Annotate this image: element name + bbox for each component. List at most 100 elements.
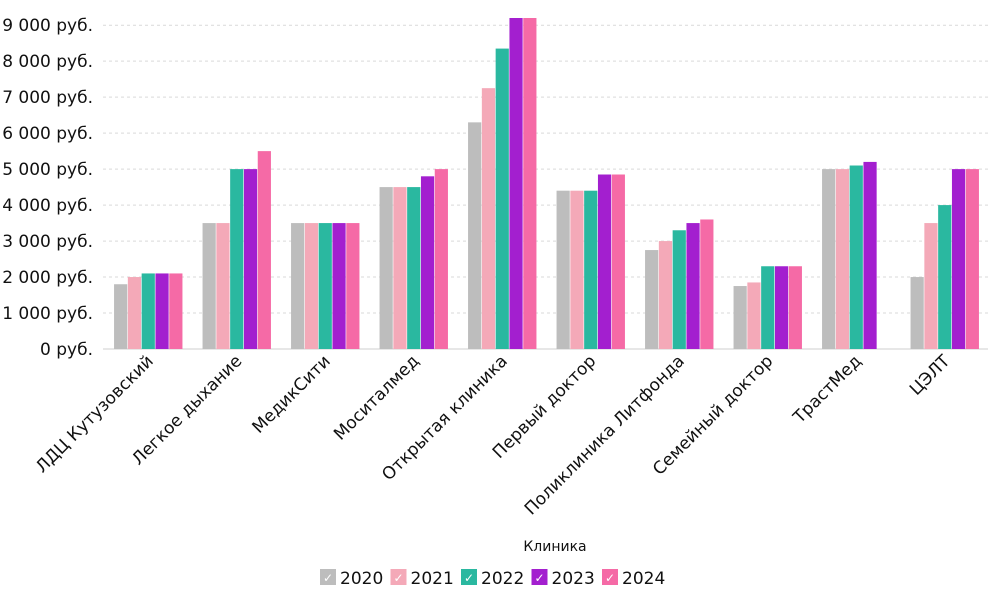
bar-2023 <box>951 169 966 349</box>
legend-swatch[interactable] <box>390 569 407 585</box>
legend-swatch[interactable] <box>602 569 618 585</box>
legend-label: 2022 <box>481 569 524 589</box>
bar-2022 <box>761 266 775 349</box>
legend[interactable]: Клиника ✓ 2020 ✓ 2021 ✓ 2022 ✓ 2023 ✓ 2024 <box>320 539 665 589</box>
check-icon: ✓ <box>323 571 333 585</box>
bar-2022 <box>230 169 244 349</box>
bar-2021 <box>747 282 761 349</box>
legend-item-2024[interactable]: ✓ 2024 <box>602 569 665 589</box>
bar-group <box>468 18 537 350</box>
bar-2020 <box>291 223 305 349</box>
y-tick-label: 0 руб. <box>40 340 93 360</box>
y-tick-label: 6 000 руб. <box>2 124 93 144</box>
bar-2020 <box>468 122 482 349</box>
bar-2023 <box>155 273 169 349</box>
x-tick-label: Поликлиника Литфонда <box>521 351 689 519</box>
bar-2021 <box>835 169 850 349</box>
bar-2024 <box>523 18 537 349</box>
check-icon: ✓ <box>464 571 474 585</box>
y-tick-label: 8 000 руб. <box>2 52 93 72</box>
bar-2020 <box>114 284 128 349</box>
bar-2022 <box>495 48 509 350</box>
bar-2022 <box>141 273 155 349</box>
x-tick-label: МедикСити <box>248 351 334 437</box>
bar-group <box>645 219 714 349</box>
bar-group <box>202 151 271 349</box>
legend-item-2021[interactable]: ✓ 2021 <box>390 569 454 589</box>
y-tick-label: 2 000 руб. <box>2 268 93 288</box>
x-tick-label: Моситалмед <box>330 351 423 444</box>
bar-2020 <box>379 187 393 349</box>
bar-group <box>733 266 802 349</box>
bar-group <box>291 223 360 349</box>
bar-group <box>910 169 979 349</box>
bar-2021 <box>127 277 142 349</box>
bar-group <box>556 174 625 349</box>
bar-2020 <box>822 169 836 349</box>
bar-2023 <box>420 176 435 349</box>
bar-2024 <box>346 223 360 349</box>
bar-2021 <box>924 223 938 349</box>
bar-2022 <box>672 230 686 349</box>
bars <box>114 18 979 350</box>
bar-2023 <box>332 223 346 349</box>
bar-2022 <box>849 165 863 349</box>
bar-2021 <box>393 187 407 349</box>
bar-2021 <box>304 223 319 349</box>
bar-2020 <box>202 223 216 349</box>
bar-2020 <box>733 286 747 349</box>
bar-2023 <box>243 169 258 349</box>
bar-2024 <box>257 151 271 349</box>
x-tick-label: ЦЭЛТ <box>906 351 955 400</box>
legend-item-2020[interactable]: ✓ 2020 <box>320 569 383 589</box>
bar-2023 <box>509 18 523 349</box>
legend-item-2023[interactable]: ✓ 2023 <box>531 569 595 589</box>
y-axis-ticks: 0 руб. 1 000 руб. 2 000 руб. 3 000 руб. 4 00… <box>2 16 93 360</box>
bar-2022 <box>318 223 332 349</box>
y-tick-label: 1 000 руб. <box>2 304 93 324</box>
bar-2024 <box>700 219 714 349</box>
legend-label: 2024 <box>622 569 665 589</box>
bar-2023 <box>774 266 789 349</box>
bar-2020 <box>645 250 659 349</box>
legend-label: 2020 <box>340 569 383 589</box>
bar-group <box>822 161 877 349</box>
legend-item-2022[interactable]: ✓ 2022 <box>461 569 524 589</box>
x-tick-label: ТрастМед <box>789 351 866 428</box>
bar-2021 <box>570 190 584 349</box>
bar-2023 <box>863 161 877 349</box>
bar-2022 <box>407 187 421 349</box>
bar-2022 <box>938 205 952 349</box>
legend-swatch[interactable] <box>531 569 548 585</box>
y-tick-label: 4 000 руб. <box>2 196 93 216</box>
legend-swatch[interactable] <box>461 569 477 585</box>
bar-2021 <box>658 241 673 349</box>
legend-label: 2021 <box>411 569 454 589</box>
bar-2024 <box>611 174 625 349</box>
bar-2024 <box>169 273 183 349</box>
bar-group <box>379 169 448 349</box>
y-tick-label: 3 000 руб. <box>2 232 93 252</box>
bar-group <box>114 273 183 349</box>
y-tick-label: 7 000 руб. <box>2 88 93 108</box>
bar-2021 <box>481 88 496 350</box>
bar-2024 <box>965 169 979 349</box>
legend-label: 2023 <box>552 569 595 589</box>
bar-2024 <box>788 266 802 349</box>
bar-2020 <box>910 277 924 349</box>
check-icon: ✓ <box>393 571 403 585</box>
bar-2024 <box>434 169 448 349</box>
y-tick-label: 9 000 руб. <box>2 16 93 36</box>
check-icon: ✓ <box>534 571 544 585</box>
bar-2023 <box>597 174 612 349</box>
bar-2021 <box>216 223 230 349</box>
legend-swatch[interactable] <box>320 569 336 585</box>
bar-2022 <box>584 190 598 349</box>
bar-2023 <box>686 223 700 349</box>
check-icon: ✓ <box>605 571 615 585</box>
bar-2020 <box>556 190 570 349</box>
legend-title: Клиника <box>523 539 586 555</box>
